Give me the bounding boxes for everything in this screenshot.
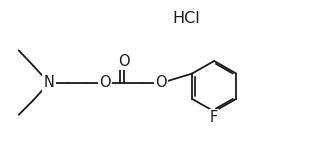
Text: O: O — [99, 75, 111, 90]
Text: HCl: HCl — [172, 11, 200, 26]
Text: O: O — [118, 54, 130, 69]
Text: O: O — [155, 75, 167, 90]
Text: F: F — [210, 111, 218, 126]
Text: N: N — [44, 75, 54, 90]
